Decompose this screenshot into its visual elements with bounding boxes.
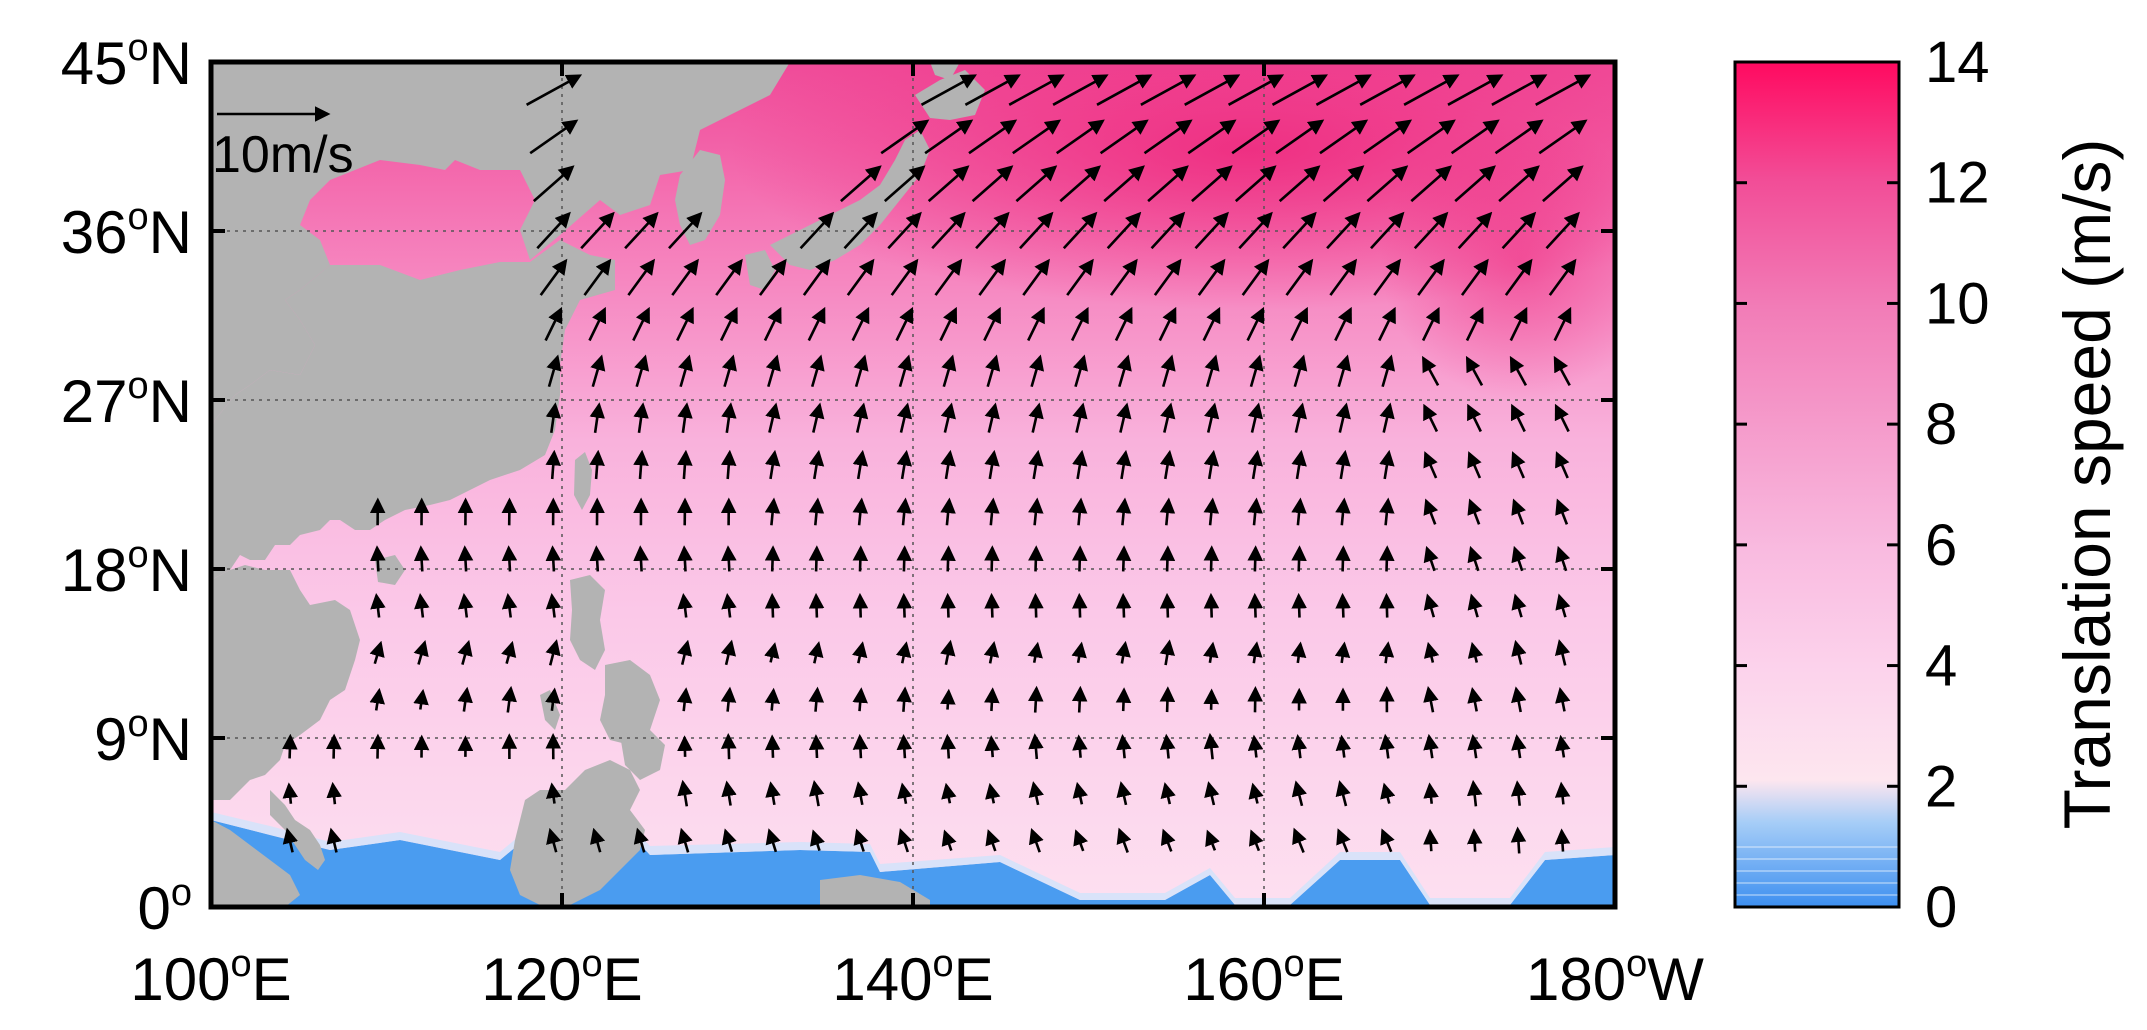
translation-vector (596, 548, 597, 572)
colorbar-tick-label: 4 (1925, 634, 1957, 699)
translation-vector (904, 737, 905, 759)
translation-vector (1036, 548, 1037, 572)
translation-vector (860, 737, 861, 759)
translation-vector (816, 548, 817, 572)
translation-vector (903, 689, 905, 712)
translation-vector (290, 736, 291, 758)
translation-vector (1167, 689, 1168, 712)
translation-vector (1343, 596, 1344, 618)
translation-vector (904, 596, 905, 618)
translation-vector (860, 548, 861, 572)
y-tick-label: 36oN (61, 196, 192, 266)
translation-vector (377, 548, 378, 572)
translation-vector (904, 548, 905, 572)
translation-vector (1387, 596, 1388, 618)
colorbar-tick-label: 6 (1925, 513, 1957, 578)
translation-vector (772, 596, 773, 618)
x-tick-label: 160oE (1183, 943, 1344, 1013)
translation-vector (685, 738, 686, 757)
translation-vector (992, 548, 993, 572)
translation-vector (772, 690, 774, 710)
translation-vector (728, 548, 729, 572)
translation-vector (1036, 596, 1037, 618)
translation-vector (1299, 548, 1300, 572)
colorbar-tick-label: 0 (1925, 875, 1957, 940)
translation-vector (948, 548, 949, 572)
high-speed-zone-east (1380, 120, 1660, 400)
colorbar-title: Translation speed (m/s) (2050, 139, 2124, 830)
colorbar-tick-label: 14 (1925, 30, 1990, 95)
translation-vector (1211, 691, 1212, 710)
translation-vector (992, 596, 993, 618)
translation-vector (1562, 831, 1563, 852)
x-tick-label: 100oE (130, 943, 291, 1013)
translation-vector (1387, 548, 1388, 572)
translation-vector (1167, 596, 1168, 618)
translation-vector (948, 596, 949, 618)
colorbar-tick-label: 8 (1925, 392, 1957, 457)
translation-vector (640, 548, 641, 572)
translation-vector (421, 548, 422, 572)
translation-vector (991, 738, 992, 757)
translation-vector (948, 691, 949, 709)
translation-vector (991, 690, 992, 711)
translation-vector (816, 737, 817, 758)
reference-vector-label: 10m/s (212, 126, 354, 184)
x-tick-label: 140oE (832, 943, 993, 1013)
colorbar-tick-label: 12 (1925, 151, 1990, 216)
translation-vector (1035, 688, 1036, 712)
y-tick-label: 18oN (61, 534, 192, 604)
translation-vector (684, 548, 685, 572)
translation-vector (465, 548, 466, 572)
colorbar: 0 2 4 6 8 10 12 14 Translation speed (m/s) (1735, 30, 2124, 940)
translation-vector (1123, 690, 1124, 711)
y-tick-label: 9oN (94, 703, 192, 773)
colorbar-tick-label: 2 (1925, 754, 1957, 819)
colorbar-gradient (1735, 62, 1899, 907)
translation-vector (1123, 548, 1124, 572)
y-tick-label: 0o (137, 872, 192, 942)
translation-vector (1255, 596, 1256, 618)
translation-vector (1079, 548, 1080, 572)
y-tick-label: 45oN (61, 27, 192, 97)
translation-vector (772, 737, 773, 758)
x-tick-label: 180oW (1526, 943, 1704, 1013)
translation-vector (509, 548, 510, 572)
translation-vector (1079, 737, 1081, 758)
translation-vector (1079, 688, 1080, 712)
translation-vector (1518, 829, 1520, 853)
colorbar-tick-label: 10 (1925, 271, 1990, 336)
translation-vector (1079, 596, 1080, 618)
translation-vector (1343, 548, 1344, 572)
translation-vector (860, 690, 862, 711)
map-panel (211, 0, 1770, 907)
translation-vector (553, 548, 554, 572)
translation-vector (728, 736, 729, 760)
translation-vector (1211, 596, 1212, 618)
translation-vector (1123, 596, 1124, 618)
translation-vector (334, 736, 335, 758)
translation-vector (1299, 596, 1300, 618)
translation-vector (772, 548, 773, 572)
translation-vector (1211, 548, 1212, 572)
translation-vector (816, 596, 817, 618)
translation-vector (1255, 548, 1256, 572)
translation-vector (1474, 831, 1475, 852)
y-tick-label: 27oN (61, 365, 192, 435)
translation-vector (1167, 548, 1168, 572)
translation-vector (1430, 831, 1431, 851)
x-tick-label: 120oE (481, 943, 642, 1013)
translation-vector (860, 596, 861, 618)
translation-vector (947, 736, 948, 758)
